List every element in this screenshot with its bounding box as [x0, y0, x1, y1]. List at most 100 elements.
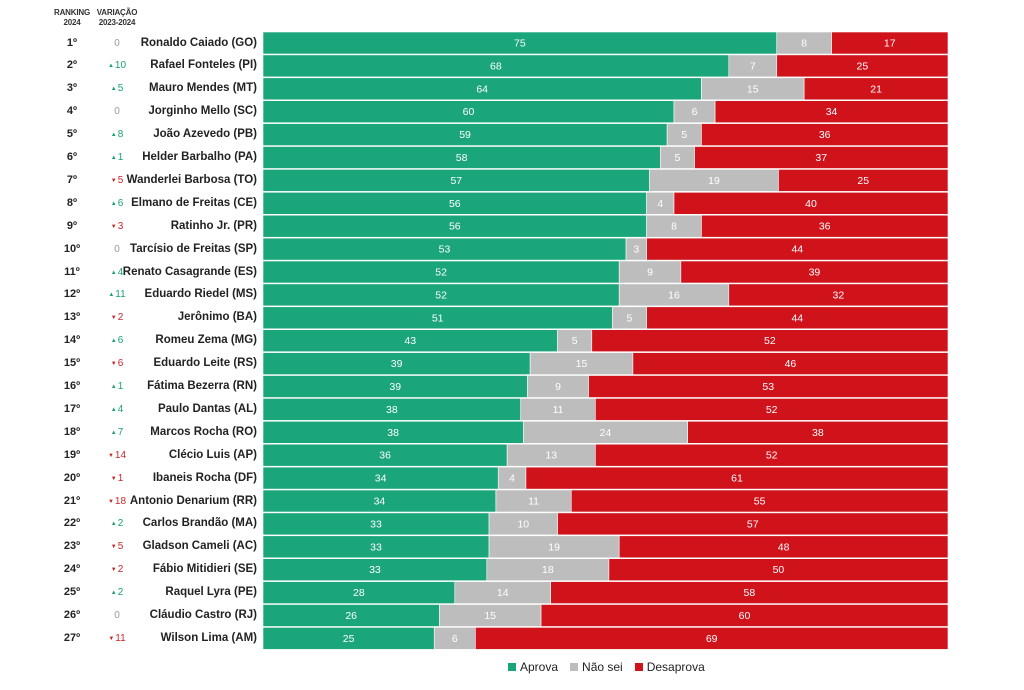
- variation-value: 2: [117, 587, 124, 599]
- table-row: 15º ▼6 Eduardo Leite (RS): [0, 352, 1024, 375]
- arrow-up-icon: ▲: [107, 63, 114, 70]
- arrow-down-icon: ▼: [107, 498, 114, 505]
- variation-label: ▲4: [95, 398, 139, 422]
- table-row: 27º ▼11 Wilson Lima (AM): [0, 627, 1024, 650]
- bar-label-aprova: 28: [353, 587, 365, 599]
- legend-label-aprova: Aprova: [520, 660, 559, 674]
- variation-value: 2: [117, 518, 124, 530]
- governor-name: Wanderlei Barbosa (TO): [126, 173, 257, 186]
- arrow-down-icon: ▼: [108, 635, 115, 642]
- bar-label-nao-sei: 3: [633, 244, 639, 256]
- bar-label-desaprova: 48: [778, 541, 790, 553]
- bar-label-nao-sei: 5: [681, 129, 687, 141]
- bar-label-aprova: 52: [435, 289, 447, 301]
- rank-label: 27º: [63, 631, 81, 644]
- bar-label-desaprova: 44: [791, 312, 803, 324]
- variation-value: 14: [114, 449, 127, 461]
- variation-label: 0: [95, 238, 139, 261]
- variation-value: 4: [117, 403, 124, 415]
- arrow-up-icon: ▲: [110, 521, 117, 528]
- bar-label-desaprova: 58: [744, 587, 756, 599]
- variation-value: 2: [117, 312, 124, 324]
- variation-value: 5: [117, 83, 124, 95]
- governor-name: Cláudio Castro (RJ): [149, 609, 257, 621]
- bar-desaprova: [608, 558, 949, 582]
- variation-label: ▲11: [95, 283, 139, 307]
- bar-label-desaprova: 25: [857, 60, 869, 72]
- variation-label: ▼14: [95, 444, 139, 468]
- rank-label: 15º: [63, 357, 81, 370]
- bar-label-aprova: 51: [432, 312, 444, 324]
- governor-name: Eduardo Leite (RS): [153, 357, 257, 370]
- bar-label-aprova: 64: [476, 83, 488, 95]
- bar-desaprova: [680, 260, 949, 284]
- variation-label: ▲2: [95, 581, 139, 605]
- bar-label-aprova: 34: [374, 496, 386, 508]
- variation-value: 2: [117, 564, 124, 576]
- rank-label: 25º: [63, 586, 81, 599]
- bar-label-aprova: 39: [391, 358, 403, 370]
- variation-value: 0: [114, 37, 120, 49]
- governor-name: Elmano de Freitas (CE): [131, 196, 257, 209]
- governor-name: Jorginho Mello (SC): [148, 105, 257, 118]
- table-row: 24º ▼2 Fábio Mitidieri (SE): [0, 558, 1024, 581]
- bar-label-nao-sei: 8: [801, 38, 807, 50]
- table-row: 8º ▲6 Elmano de Freitas (CE): [0, 192, 1024, 215]
- rank-label: 11º: [64, 265, 80, 278]
- bar-label-nao-sei: 5: [674, 152, 680, 164]
- bar-desaprova: [557, 512, 949, 536]
- arrow-up-icon: ▲: [110, 269, 117, 276]
- bar-desaprova: [632, 352, 949, 375]
- variation-value: 5: [117, 541, 124, 553]
- variation-value: 0: [114, 106, 120, 118]
- legend-item-nao-sei: Não sei: [570, 660, 623, 674]
- rank-label: 16º: [63, 380, 81, 392]
- bar-label-desaprova: 25: [857, 175, 869, 187]
- table-row: 22º ▲2 Carlos Brandão (MA): [0, 512, 1024, 535]
- bar-label-nao-sei: 6: [452, 633, 458, 645]
- rank-label: 6º: [66, 151, 78, 163]
- variation-value: 1: [117, 472, 124, 484]
- bar-label-desaprova: 36: [819, 221, 831, 233]
- variation-label: ▼2: [95, 306, 139, 330]
- legend-item-aprova: Aprova: [508, 660, 558, 674]
- governor-name: Ibaneis Rocha (DF): [152, 471, 257, 484]
- bar-label-aprova: 68: [490, 60, 502, 72]
- variation-value: 6: [117, 197, 124, 209]
- variation-label: ▼5: [95, 535, 139, 559]
- rank-label: 9º: [66, 219, 78, 232]
- governor-name: Raquel Lyra (PE): [165, 586, 257, 599]
- arrow-down-icon: ▼: [110, 177, 117, 184]
- ranking-header: RANKING 2024: [52, 8, 92, 28]
- bar-label-desaprova: 46: [785, 358, 797, 370]
- arrow-up-icon: ▲: [108, 292, 115, 299]
- variation-label: ▼6: [95, 352, 139, 376]
- bar-label-nao-sei: 5: [572, 335, 578, 347]
- table-row: 21º ▼18 Antonio Denarium (RR): [0, 490, 1024, 513]
- legend-label-nao-sei: Não sei: [582, 660, 623, 674]
- bar-desaprova: [570, 489, 949, 513]
- bar-label-nao-sei: 7: [750, 60, 756, 72]
- arrow-up-icon: ▲: [110, 86, 117, 93]
- bar-label-desaprova: 40: [805, 198, 817, 210]
- bar-desaprova: [701, 214, 949, 238]
- rank-label: 1º: [66, 36, 78, 49]
- legend-swatch-aprova: [508, 663, 516, 671]
- table-row: 19º ▼14 Clécio Luis (AP): [0, 444, 1024, 467]
- bar-label-aprova: 75: [514, 38, 526, 50]
- governor-name: Clécio Luis (AP): [168, 448, 257, 461]
- bar-label-aprova: 43: [404, 335, 416, 347]
- bar-label-aprova: 39: [389, 381, 401, 393]
- bar-desaprova: [646, 237, 949, 261]
- variation-label: ▲2: [95, 512, 139, 536]
- arrow-up-icon: ▲: [110, 338, 117, 345]
- variation-value: 11: [115, 632, 126, 644]
- table-row: 25º ▲2 Raquel Lyra (PE): [0, 581, 1024, 604]
- bar-label-aprova: 26: [345, 610, 357, 622]
- legend-item-desaprova: Desaprova: [634, 660, 705, 674]
- governor-name: Wilson Lima (AM): [160, 631, 257, 644]
- governor-name: Tarcísio de Freitas (SP): [130, 242, 257, 255]
- rank-label: 3º: [66, 82, 78, 95]
- bar-label-aprova: 56: [449, 198, 461, 210]
- bar-label-aprova: 58: [456, 152, 468, 164]
